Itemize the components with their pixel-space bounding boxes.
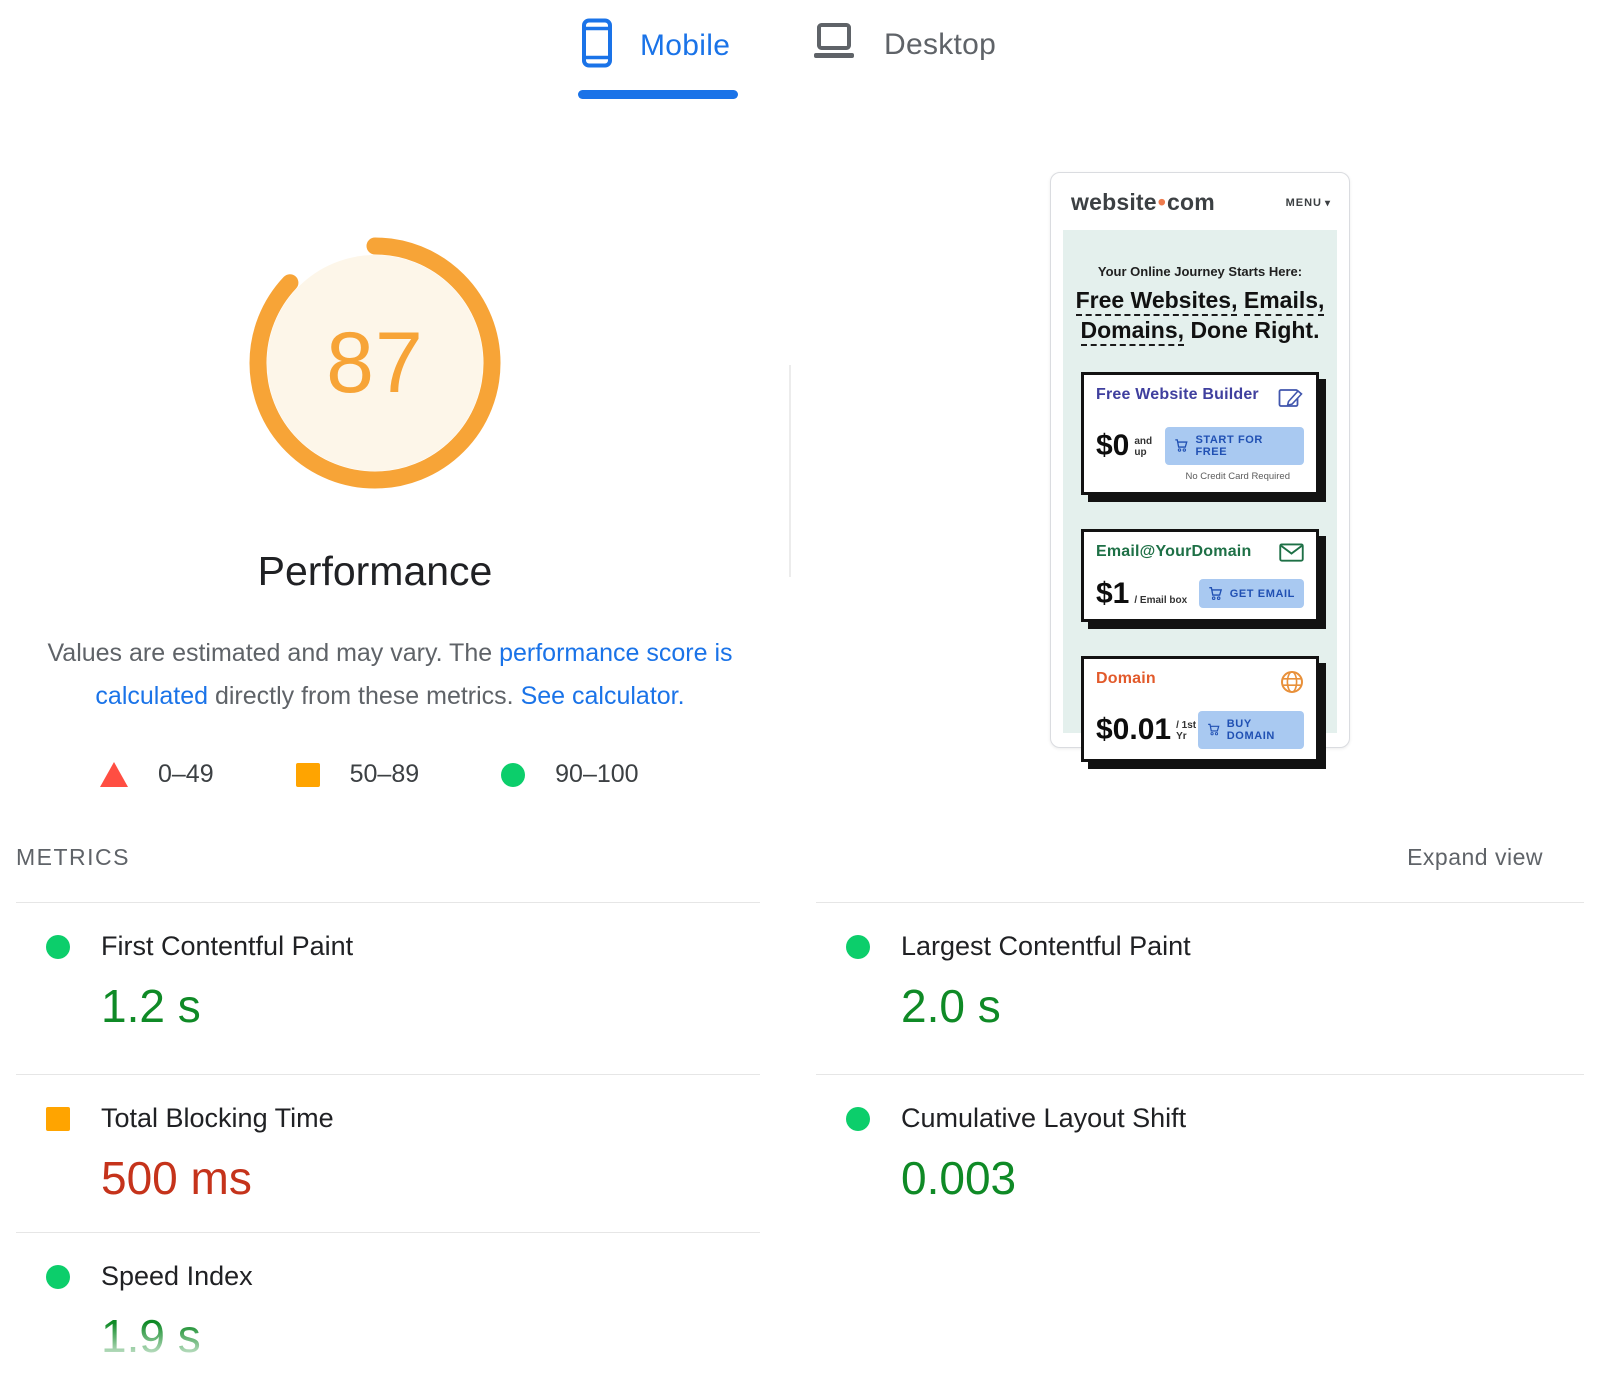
metrics-column-left: First Contentful Paint 1.2 s Total Block…	[16, 902, 760, 1391]
tab-desktop-label: Desktop	[884, 27, 997, 61]
green-circle-icon	[46, 1265, 70, 1289]
metric-value: 2.0 s	[901, 980, 1001, 1032]
logo-dot: •	[1157, 189, 1167, 215]
pricing-button-label: GET EMAIL	[1229, 587, 1295, 600]
hero-rest: Done Right.	[1190, 317, 1320, 344]
cart-icon	[1207, 723, 1220, 736]
hero-underlined-2: Emails,	[1243, 287, 1325, 316]
pricing-card-price: $0	[1096, 428, 1130, 462]
orange-square-icon	[295, 762, 320, 787]
buy-domain-button: BUY DOMAIN	[1197, 710, 1304, 749]
metric-label: Speed Index	[101, 1261, 253, 1291]
preview-pricing-cards: Free Website Builder $0 and up	[1081, 371, 1319, 762]
pricing-card-price-suffix: / Email box	[1134, 594, 1188, 606]
logo-word-1: website	[1071, 189, 1157, 215]
metric-label: Cumulative Layout Shift	[901, 1103, 1187, 1133]
expand-view-link[interactable]: Expand view	[1407, 844, 1543, 870]
pricing-button-label: START FOR FREE	[1195, 433, 1263, 458]
metric-value: 0.003	[901, 1152, 1017, 1204]
preview-hero-heading: Free Websites, Emails, Domains, Done Rig…	[1073, 285, 1327, 347]
description-text-1: Values are estimated and may vary. The	[47, 639, 500, 667]
legend-item-good: 90–100	[501, 760, 639, 789]
logo-word-2: com	[1167, 189, 1215, 215]
design-icon	[1278, 386, 1304, 415]
green-circle-icon	[46, 935, 70, 959]
pricing-card-title: Email@YourDomain	[1096, 542, 1252, 560]
no-credit-card-note: No Credit Card Required	[1185, 470, 1290, 482]
red-triangle-icon	[100, 762, 128, 787]
metric-first-contentful-paint: First Contentful Paint 1.2 s	[16, 902, 760, 1074]
metric-label: First Contentful Paint	[101, 931, 354, 961]
preview-hero-section: Your Online Journey Starts Here: Free We…	[1063, 230, 1337, 762]
laptop-icon	[810, 22, 858, 67]
tab-mobile-label: Mobile	[640, 28, 731, 62]
menu-label: MENU	[1285, 196, 1322, 209]
orange-square-icon	[46, 1107, 70, 1131]
pricing-card-price-suffix: and up	[1134, 435, 1153, 458]
green-circle-icon	[846, 1107, 870, 1131]
metric-largest-contentful-paint: Largest Contentful Paint 2.0 s	[816, 902, 1584, 1074]
metric-speed-index: Speed Index 1.9 s	[16, 1232, 760, 1391]
score-legend: 0–49 50–89 90–100	[100, 760, 639, 789]
pricing-card-title: Free Website Builder	[1096, 385, 1259, 403]
preview-menu-button: MENU ▾	[1286, 197, 1331, 209]
final-screenshot-thumbnail[interactable]: website•com MENU ▾ Your Online Journey St…	[1050, 172, 1350, 762]
menu-caret-icon: ▾	[1324, 197, 1331, 209]
metrics-column-right: Largest Contentful Paint 2.0 s Cumulativ…	[816, 902, 1584, 1232]
pricing-card-domain: Domain $0.01	[1081, 655, 1319, 762]
tab-desktop[interactable]: Desktop	[810, 22, 996, 67]
tab-mobile[interactable]: Mobile	[580, 18, 730, 73]
pricing-card-price: $0.01	[1096, 712, 1172, 746]
metric-value: 500 ms	[101, 1152, 252, 1204]
legend-label: 90–100	[555, 760, 639, 788]
preview-hero-kicker: Your Online Journey Starts Here:	[1097, 264, 1303, 279]
performance-gauge: 87	[245, 233, 505, 493]
pricing-card-email: Email@YourDomain $1 / Email box	[1081, 528, 1319, 622]
legend-item-average: 50–89	[295, 760, 420, 789]
performance-score: 87	[326, 314, 424, 411]
cart-icon	[1209, 587, 1222, 601]
start-for-free-button: START FOR FREE	[1164, 426, 1304, 465]
hero-underlined-3: Domains,	[1080, 317, 1185, 347]
description-text-2: directly from these metrics.	[208, 682, 521, 710]
green-circle-icon	[501, 762, 526, 787]
globe-icon	[1280, 670, 1304, 699]
legend-label: 0–49	[158, 760, 214, 788]
see-calculator-link[interactable]: See calculator.	[520, 682, 685, 710]
vertical-divider	[789, 365, 791, 577]
metric-label: Total Blocking Time	[101, 1103, 334, 1133]
green-circle-icon	[846, 935, 870, 959]
preview-site-header: website•com MENU ▾	[1051, 173, 1349, 226]
metric-value: 1.2 s	[101, 980, 201, 1032]
metric-cumulative-layout-shift: Cumulative Layout Shift 0.003	[816, 1074, 1584, 1232]
performance-description: Values are estimated and may vary. The p…	[18, 632, 762, 718]
tab-mobile-active-underline	[578, 90, 738, 99]
pricing-button-label: BUY DOMAIN	[1226, 717, 1275, 742]
performance-title: Performance	[257, 548, 493, 594]
metric-label: Largest Contentful Paint	[901, 931, 1191, 961]
cart-icon	[1175, 439, 1188, 452]
legend-item-fail: 0–49	[100, 760, 214, 789]
smartphone-icon	[580, 18, 614, 73]
hero-underlined-1: Free Websites,	[1075, 287, 1238, 316]
performance-score-calculated-link[interactable]: performance score is calculated	[95, 639, 733, 710]
pricing-card-title: Domain	[1096, 669, 1156, 687]
metrics-heading: METRICS	[16, 844, 130, 870]
get-email-button: GET EMAIL	[1198, 579, 1304, 609]
metric-total-blocking-time: Total Blocking Time 500 ms	[16, 1074, 760, 1232]
pricing-card-price-suffix: / 1st Yr	[1176, 719, 1197, 742]
metric-value: 1.9 s	[101, 1309, 760, 1363]
pricing-card-website-builder: Free Website Builder $0 and up	[1081, 371, 1319, 495]
envelope-icon	[1279, 543, 1304, 567]
pricing-card-price: $1	[1096, 576, 1130, 610]
legend-label: 50–89	[349, 760, 420, 788]
preview-site-logo: website•com	[1071, 189, 1215, 216]
